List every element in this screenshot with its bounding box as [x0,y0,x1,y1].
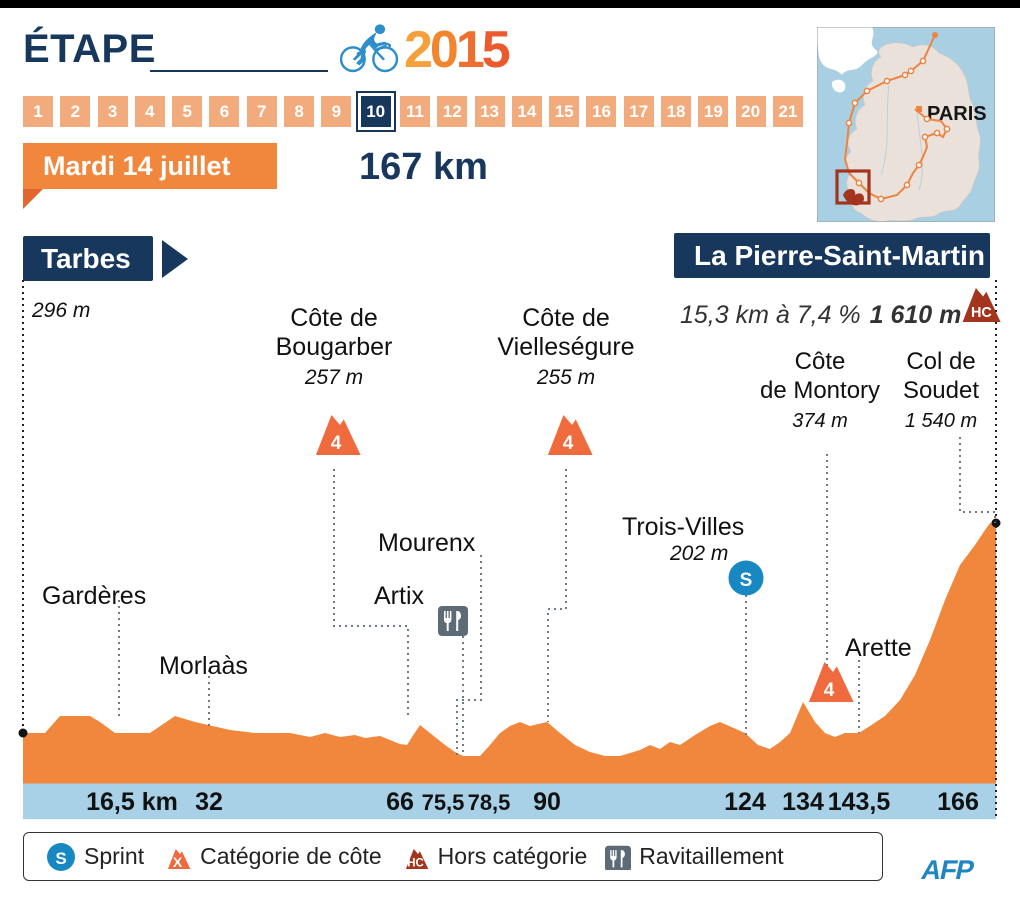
svg-text:Côte de: Côte de [290,304,378,332]
svg-text:134: 134 [782,788,824,816]
svg-text:374 m: 374 m [792,410,848,432]
svg-text:124: 124 [724,788,766,816]
svg-text:15,3 km à 7,4 % 1 610 m: 15,3 km à 7,4 % 1 610 m [680,301,961,329]
svg-text:Col de: Col de [906,348,975,375]
svg-text:Artix: Artix [374,582,425,610]
svg-text:AFP: AFP [921,856,977,885]
svg-text:4: 4 [563,433,574,454]
svg-text:296 m: 296 m [31,299,90,322]
svg-text:X: X [173,854,183,870]
svg-text:S: S [740,570,753,591]
svg-text:Morlaàs: Morlaàs [159,652,248,680]
svg-text:202 m: 202 m [669,542,728,565]
svg-text:Arette: Arette [845,634,912,662]
svg-text:90: 90 [533,788,561,816]
svg-text:4: 4 [331,433,342,454]
svg-text:66: 66 [386,788,414,816]
svg-text:HC: HC [971,305,992,321]
svg-text:Côte: Côte [795,348,846,375]
svg-text:255 m: 255 m [536,366,595,389]
svg-text:78,5: 78,5 [468,790,511,815]
svg-text:HC: HC [407,857,424,869]
svg-text:Côte de: Côte de [522,304,610,332]
svg-text:Gardères: Gardères [42,582,146,610]
svg-text:Soudet: Soudet [903,377,979,404]
svg-text:16,5 km: 16,5 km [86,788,178,816]
svg-text:Trois-Villes: Trois-Villes [622,513,744,541]
svg-text:Mourenx: Mourenx [378,529,476,557]
svg-text:4: 4 [824,680,835,701]
svg-text:Vielleségure: Vielleségure [497,333,634,361]
svg-text:S: S [55,849,66,868]
svg-text:257 m: 257 m [304,366,363,389]
svg-text:32: 32 [195,788,223,816]
svg-text:Bougarber: Bougarber [276,333,393,361]
svg-text:75,5: 75,5 [422,790,465,815]
svg-text:166: 166 [937,788,979,816]
svg-text:1 540 m: 1 540 m [905,410,977,432]
svg-text:143,5: 143,5 [828,788,891,816]
svg-text:de Montory: de Montory [760,377,880,404]
